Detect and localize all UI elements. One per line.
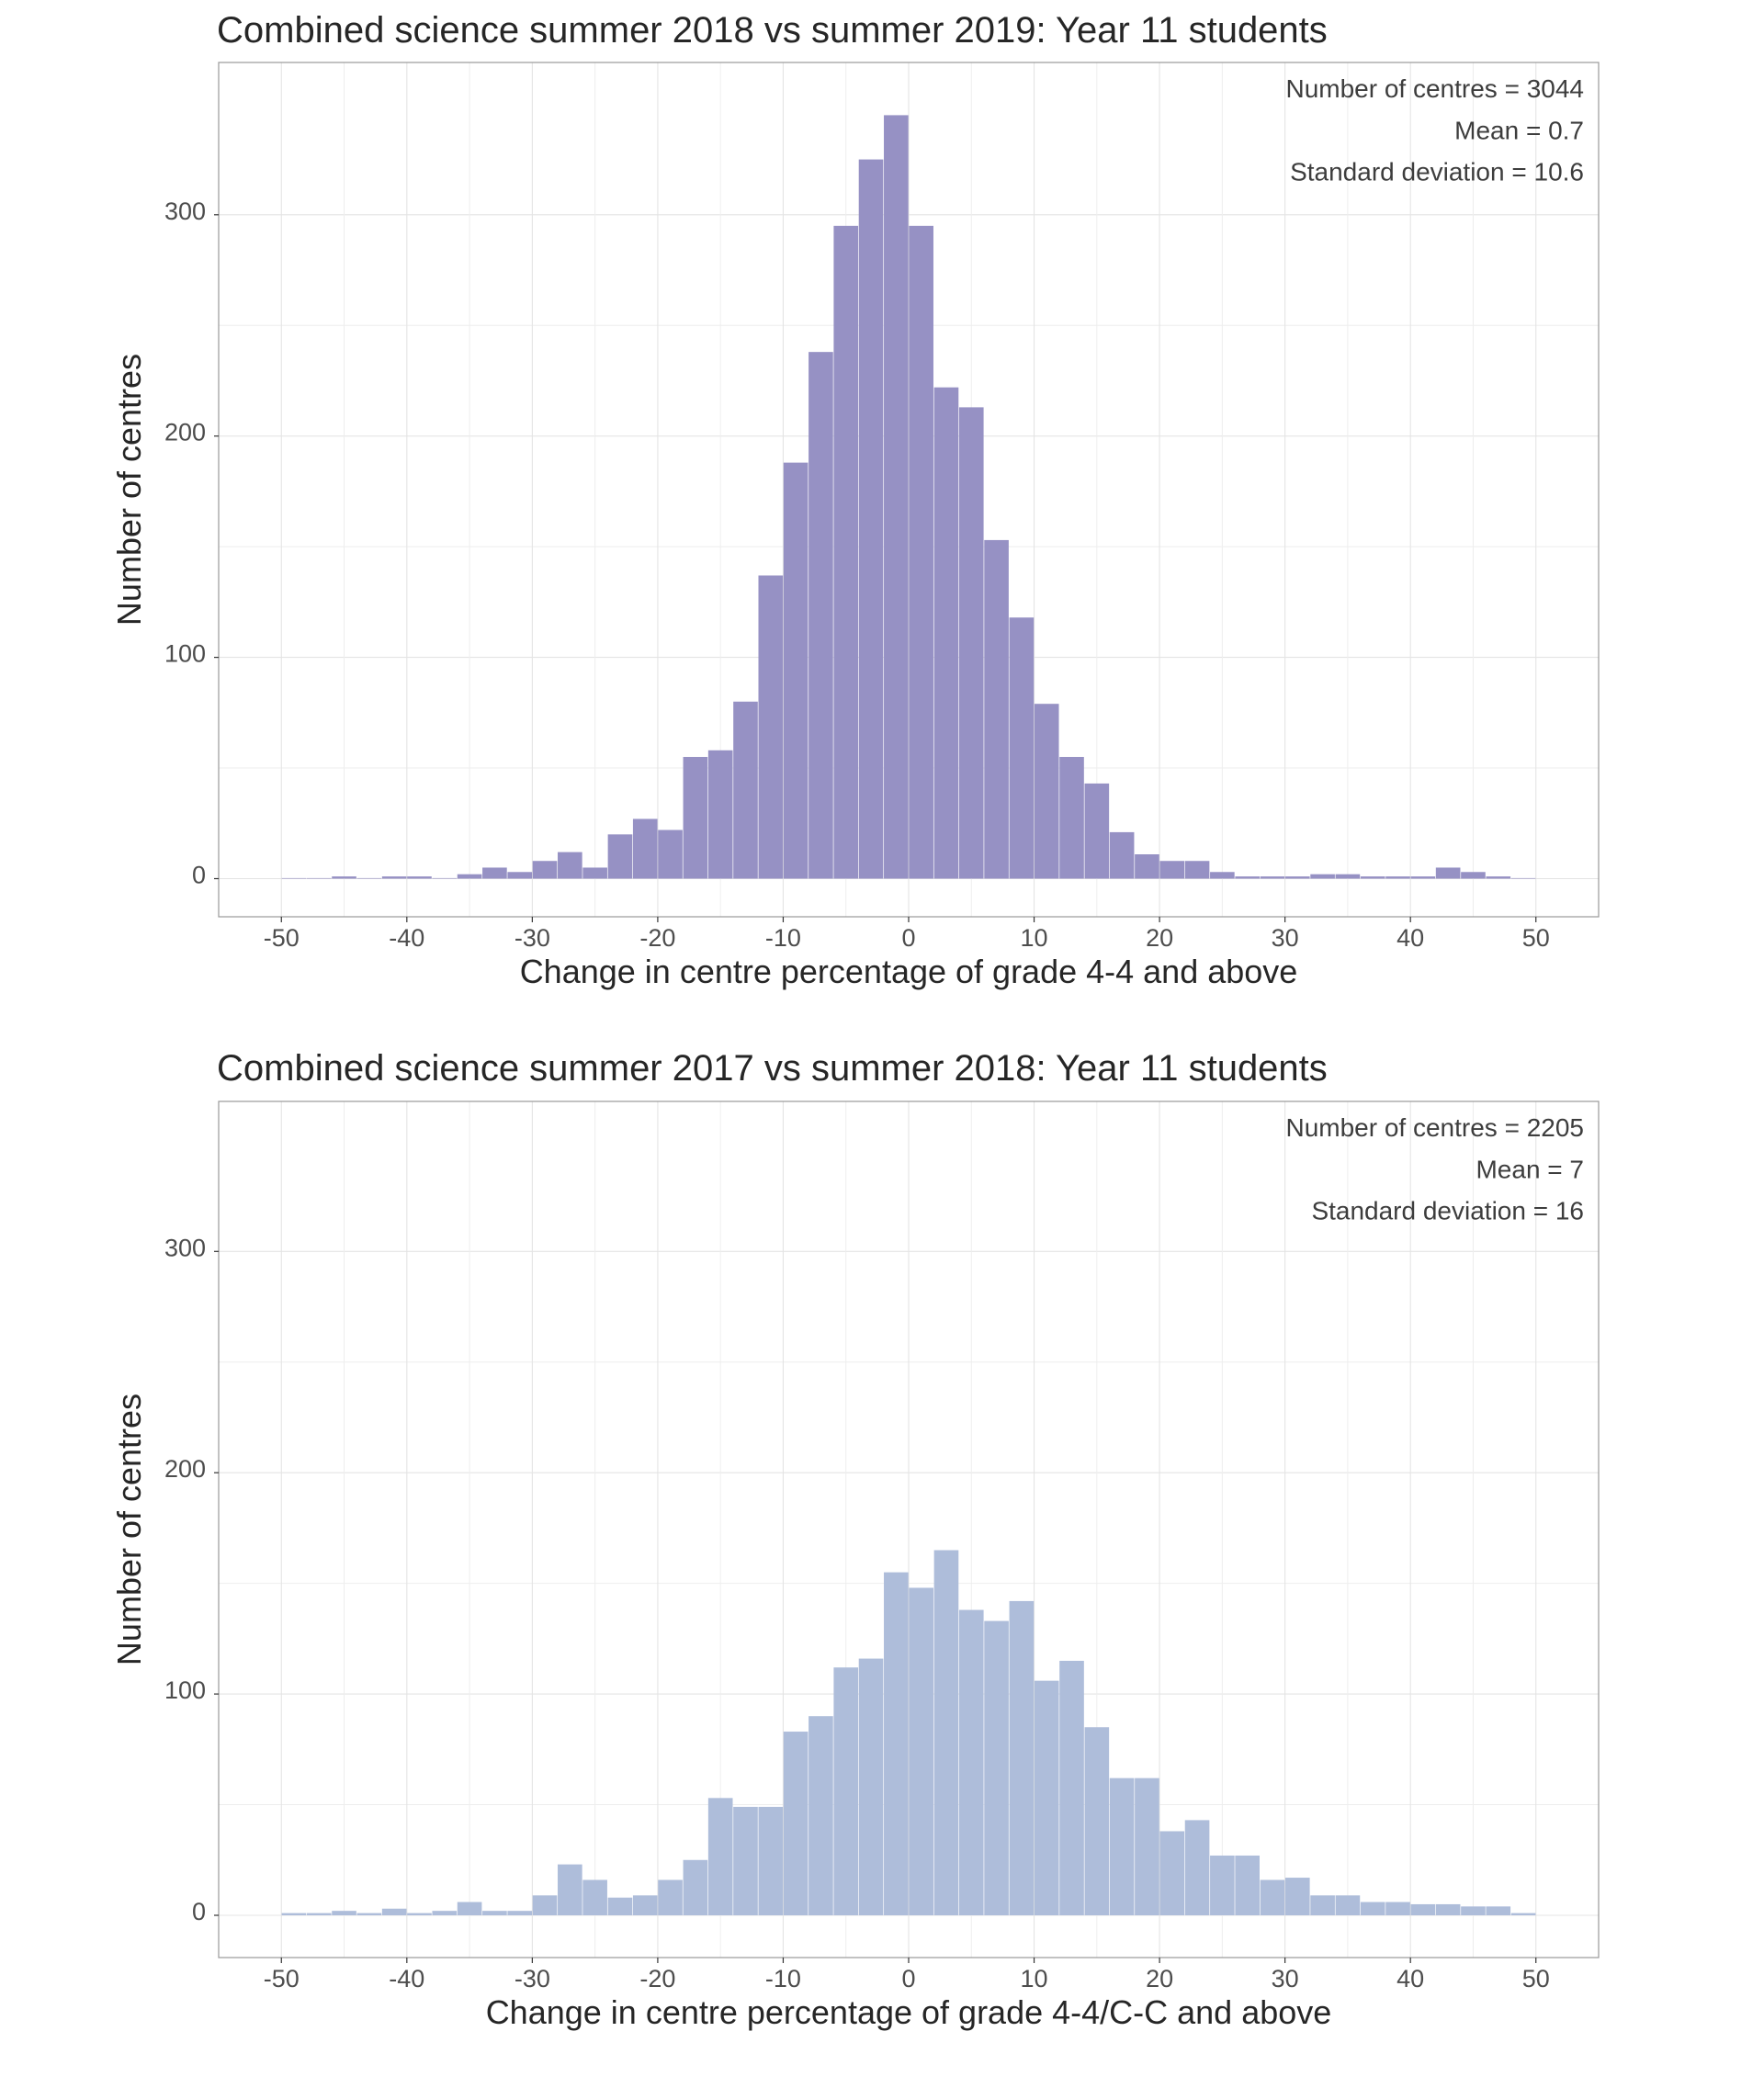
svg-text:0: 0 xyxy=(901,1965,915,1992)
svg-text:-50: -50 xyxy=(264,924,300,952)
svg-text:40: 40 xyxy=(1396,1965,1424,1992)
svg-text:Number of centres: Number of centres xyxy=(110,1394,148,1665)
svg-text:Number of centres = 2205: Number of centres = 2205 xyxy=(1285,1113,1584,1142)
svg-text:-10: -10 xyxy=(765,1965,801,1992)
svg-text:Mean = 7: Mean = 7 xyxy=(1476,1155,1584,1183)
svg-text:300: 300 xyxy=(164,198,206,225)
svg-text:Combined science summer 2017 v: Combined science summer 2017 vs summer 2… xyxy=(217,1048,1328,1089)
svg-text:-20: -20 xyxy=(639,924,675,952)
svg-text:100: 100 xyxy=(164,1676,206,1704)
svg-text:-50: -50 xyxy=(264,1965,300,1992)
svg-text:-40: -40 xyxy=(389,1965,424,1992)
svg-text:0: 0 xyxy=(192,1898,206,1925)
svg-text:Number of centres: Number of centres xyxy=(110,354,148,626)
svg-text:Standard deviation = 10.6: Standard deviation = 10.6 xyxy=(1290,158,1584,186)
svg-text:-10: -10 xyxy=(765,924,801,952)
svg-text:40: 40 xyxy=(1396,924,1424,952)
svg-text:20: 20 xyxy=(1146,924,1173,952)
svg-text:-40: -40 xyxy=(389,924,424,952)
svg-text:Standard deviation = 16: Standard deviation = 16 xyxy=(1311,1197,1584,1225)
svg-text:30: 30 xyxy=(1272,1965,1299,1992)
svg-text:Combined science summer 2018 v: Combined science summer 2018 vs summer 2… xyxy=(217,10,1328,51)
svg-text:10: 10 xyxy=(1021,924,1048,952)
svg-text:Change in centre percentage of: Change in centre percentage of grade 4-4… xyxy=(486,1993,1332,2031)
svg-text:200: 200 xyxy=(164,419,206,446)
svg-text:200: 200 xyxy=(164,1455,206,1483)
svg-text:-30: -30 xyxy=(514,924,550,952)
svg-text:30: 30 xyxy=(1272,924,1299,952)
svg-text:50: 50 xyxy=(1522,1965,1550,1992)
svg-text:20: 20 xyxy=(1146,1965,1173,1992)
svg-text:Number of centres = 3044: Number of centres = 3044 xyxy=(1285,74,1584,103)
svg-text:100: 100 xyxy=(164,640,206,668)
svg-text:Change in centre percentage of: Change in centre percentage of grade 4-4… xyxy=(520,953,1298,990)
svg-text:10: 10 xyxy=(1021,1965,1048,1992)
svg-text:300: 300 xyxy=(164,1234,206,1261)
svg-text:0: 0 xyxy=(901,924,915,952)
svg-text:Mean = 0.7: Mean = 0.7 xyxy=(1454,116,1584,144)
svg-text:0: 0 xyxy=(192,862,206,889)
svg-text:-30: -30 xyxy=(514,1965,550,1992)
svg-text:50: 50 xyxy=(1522,924,1550,952)
svg-text:-20: -20 xyxy=(639,1965,675,1992)
